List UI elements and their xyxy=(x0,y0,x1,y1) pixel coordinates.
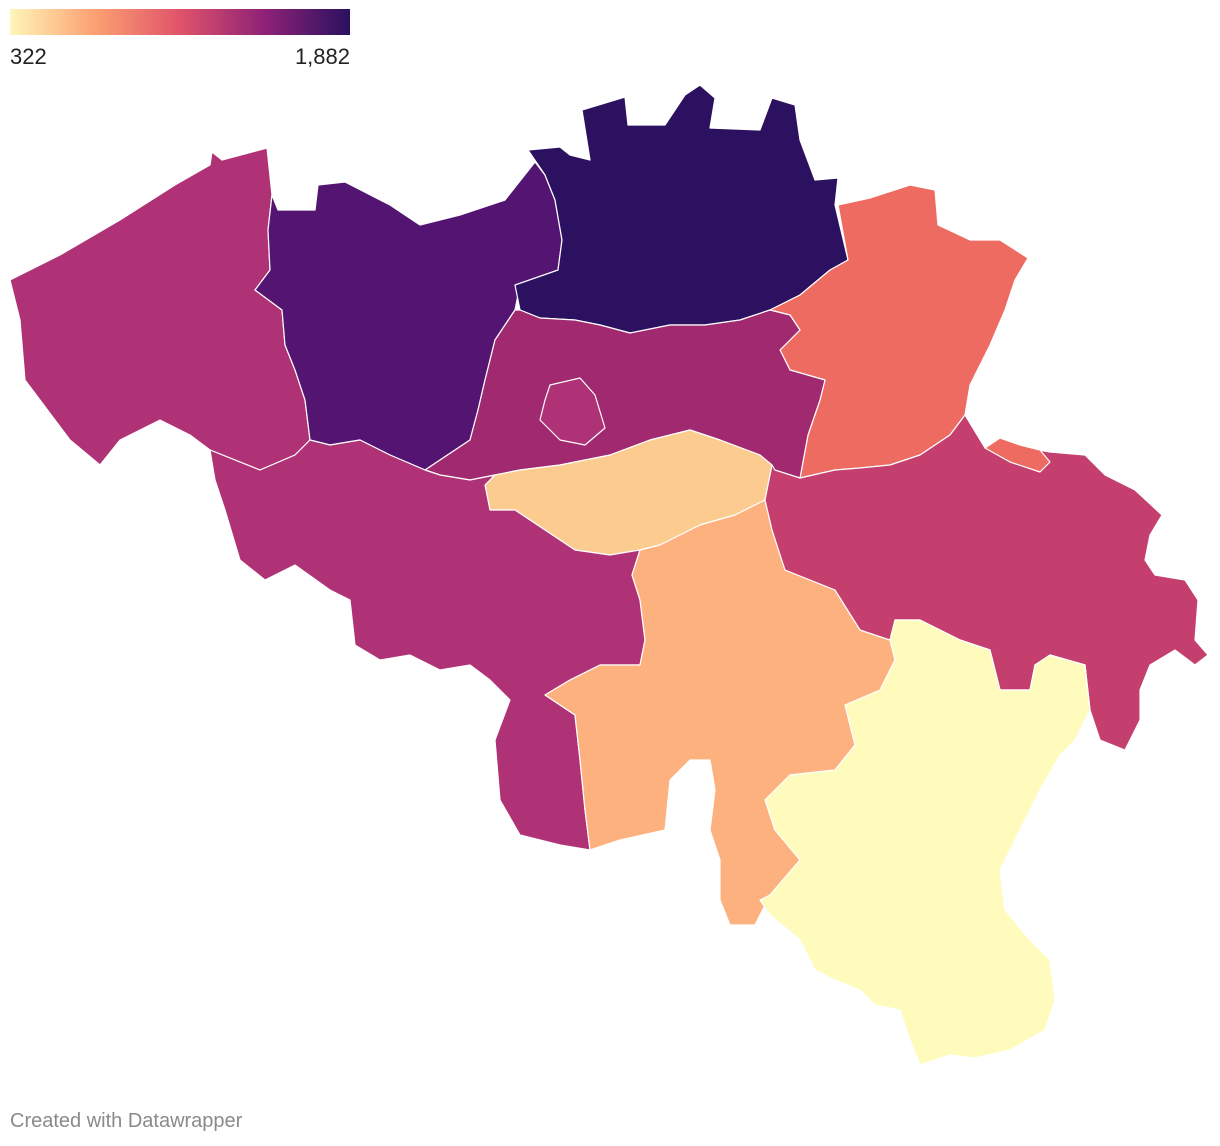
region-brussels[interactable] xyxy=(539,377,606,446)
color-legend: 322 1,882 xyxy=(10,9,350,70)
region-liege-east[interactable] xyxy=(984,437,1051,473)
region-west-flanders[interactable] xyxy=(9,147,311,471)
legend-gradient-bar xyxy=(10,9,350,35)
region-luxembourg[interactable] xyxy=(759,619,1091,1066)
datawrapper-credit: Created with Datawrapper xyxy=(10,1110,243,1132)
legend-max-label: 1,882 xyxy=(294,44,350,69)
legend-min-label: 322 xyxy=(10,44,47,69)
